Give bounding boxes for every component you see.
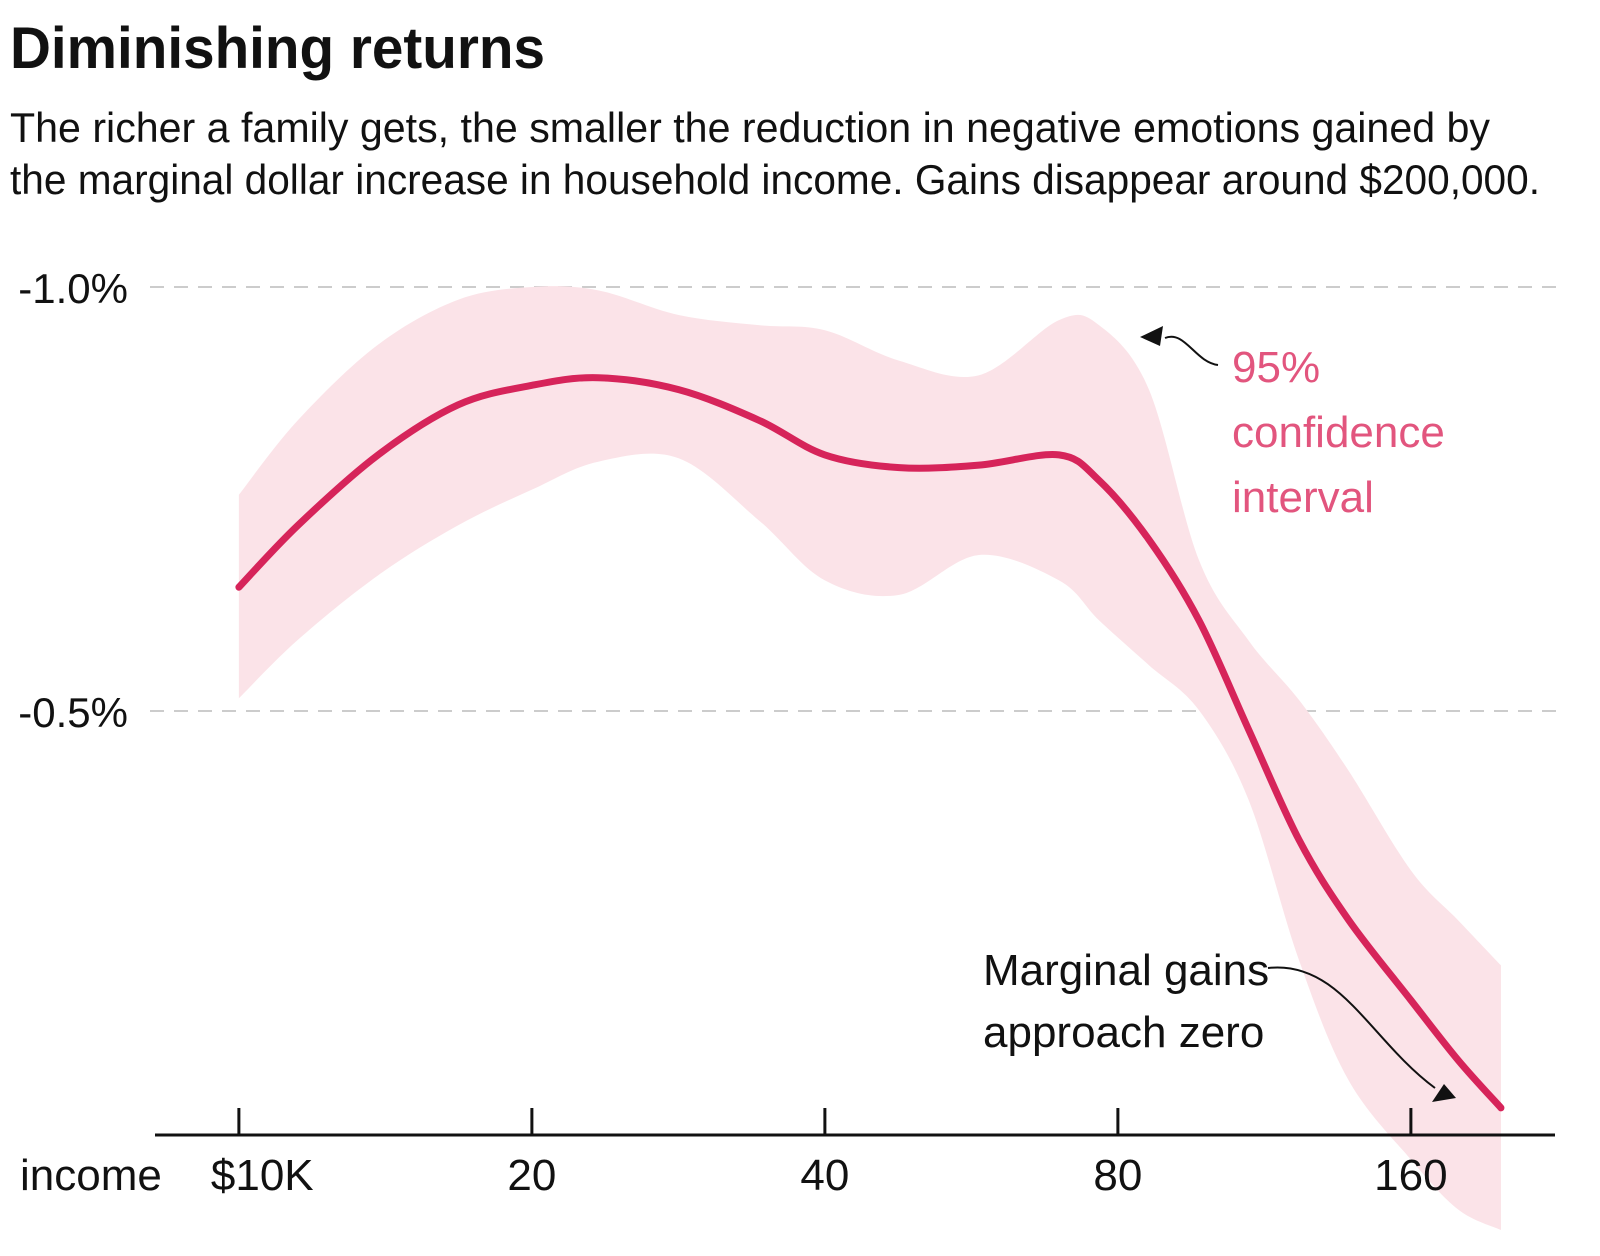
y-tick-label: -0.5% <box>18 689 128 736</box>
x-axis-label: income <box>20 1151 162 1200</box>
line <box>235 374 1505 1112</box>
annotation-arrow <box>1164 335 1219 366</box>
x-tick-label: 80 <box>1093 1151 1142 1200</box>
y-tick-label: -1.0% <box>18 265 128 312</box>
chart-title: Diminishing returns <box>10 16 545 81</box>
x-tick-label: 160 <box>1374 1151 1447 1200</box>
confidence-band <box>238 286 1501 1230</box>
annotation-arrow <box>1267 966 1436 1089</box>
x-tick-label: 20 <box>507 1151 556 1200</box>
arrow-head <box>1140 326 1163 346</box>
x-tick-label: 40 <box>800 1151 849 1200</box>
x-tick-label: $10K <box>211 1151 314 1200</box>
plot-area: -1.0% -0.5% $10K 20 40 80 160 income 95% confiden… <box>18 265 1565 1230</box>
annotation: approach zero <box>983 1008 1264 1057</box>
annotation: confidence <box>1232 408 1445 457</box>
annotation: interval <box>1232 473 1374 522</box>
arrow-head <box>1432 1084 1456 1102</box>
annotation: 95% <box>1232 343 1320 392</box>
annotation: Marginal gains <box>983 946 1269 995</box>
chart-subtitle: The richer a family gets, the smaller th… <box>10 104 1490 151</box>
chart-subtitle: the marginal dollar increase in househol… <box>10 156 1540 203</box>
